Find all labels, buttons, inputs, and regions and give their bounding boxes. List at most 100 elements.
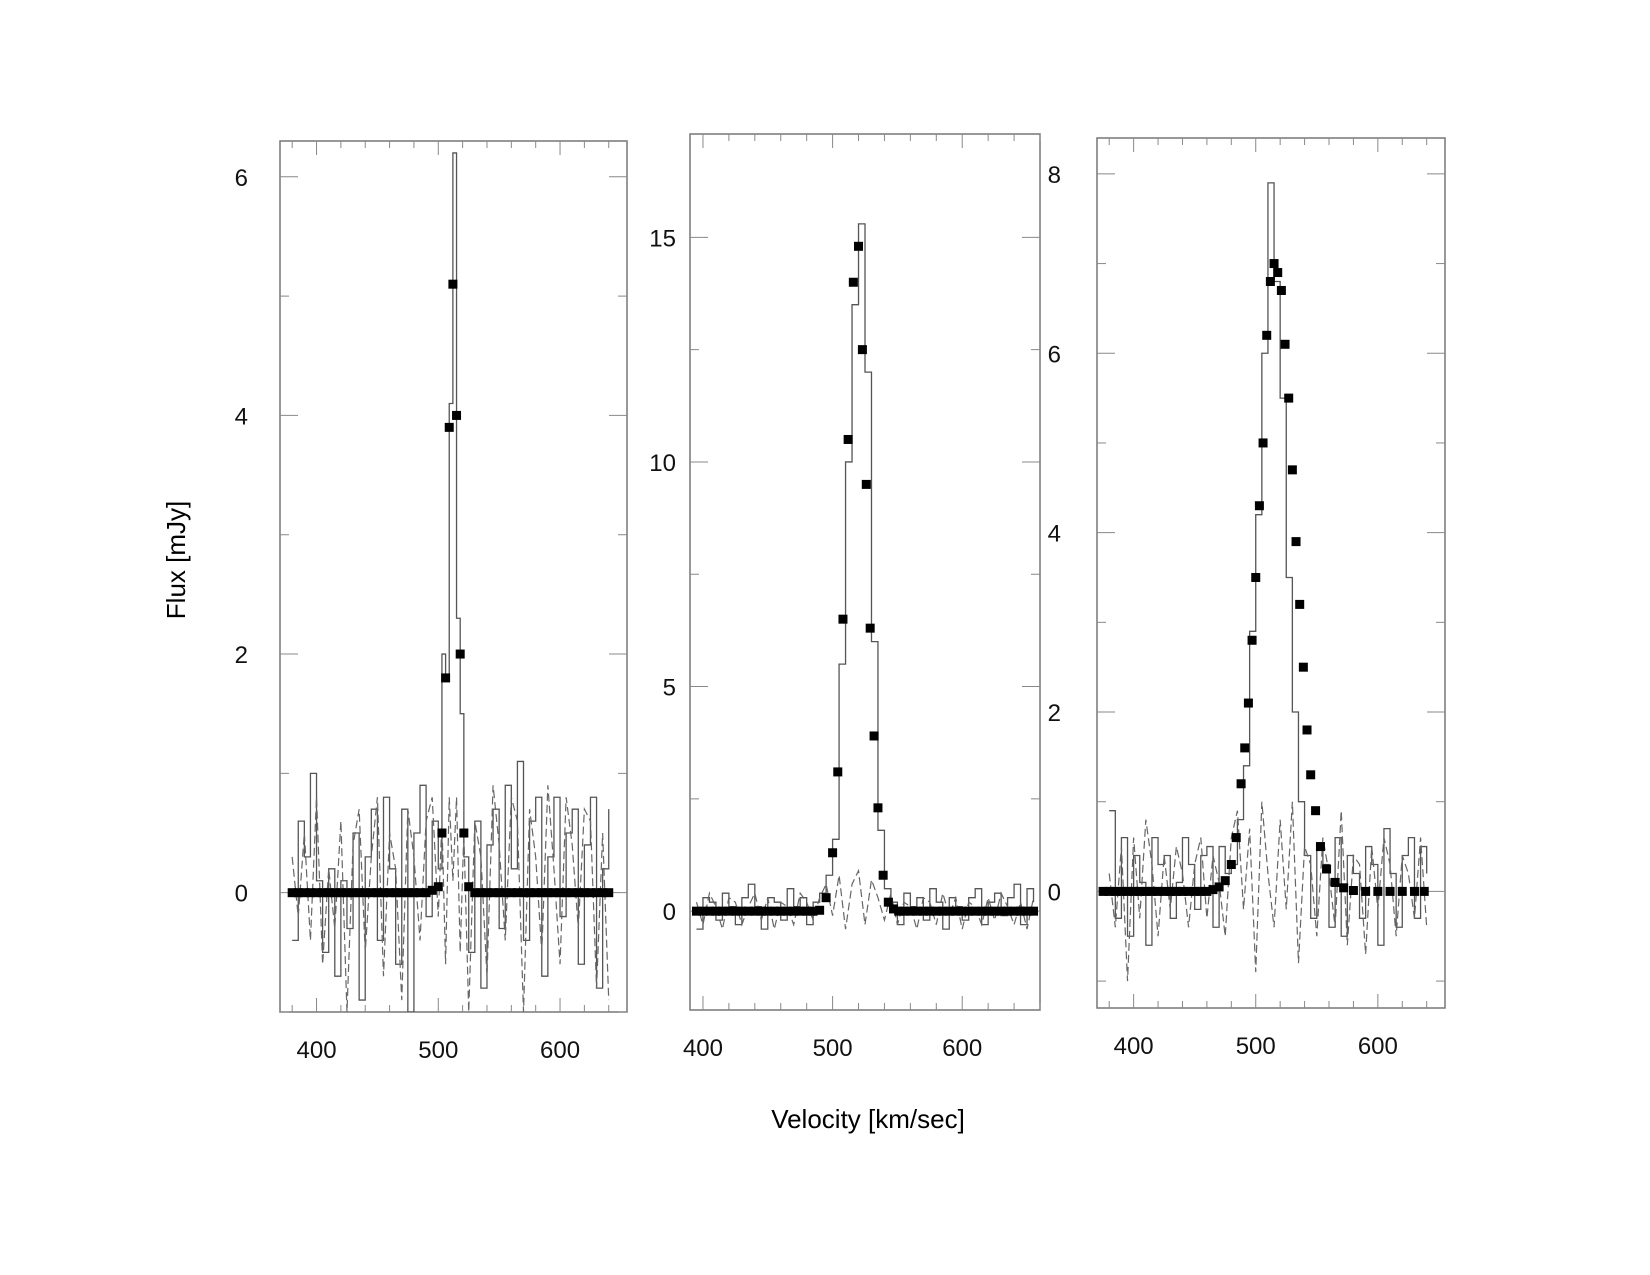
fit-point — [795, 906, 805, 916]
x-tick-label: 500 — [813, 1035, 853, 1062]
residual-line — [1108, 801, 1428, 982]
y-tick-label: 6 — [1048, 341, 1061, 368]
fit-point — [1373, 886, 1383, 896]
fit-point — [1251, 572, 1261, 582]
plot-frame — [689, 133, 1041, 1011]
x-tick-label: 600 — [540, 1037, 580, 1064]
fit-point — [549, 888, 559, 898]
y-axis-title: Flux [mJy] — [161, 501, 191, 619]
y-tick-label: 6 — [235, 165, 248, 192]
fit-point — [1397, 886, 1407, 896]
fit-point — [1177, 886, 1187, 896]
fit-point — [427, 885, 437, 895]
fit-point — [324, 888, 334, 898]
fit-point — [1265, 277, 1275, 287]
plot-frame — [1096, 137, 1446, 1009]
fit-point — [336, 888, 346, 898]
fit-point — [476, 888, 486, 898]
fit-point — [555, 888, 565, 898]
fit-point — [1322, 864, 1332, 874]
x-tick-label: 600 — [1358, 1033, 1398, 1060]
y-tick-label: 0 — [1048, 879, 1061, 906]
fit-point — [964, 906, 974, 916]
fit-point — [1258, 438, 1268, 448]
fit-point — [869, 731, 879, 741]
fit-point — [494, 888, 504, 898]
fit-point — [1302, 725, 1312, 735]
fit-point — [838, 614, 848, 624]
fit-point — [865, 623, 875, 633]
fit-point — [854, 241, 864, 251]
fit-point — [1110, 886, 1120, 896]
fit-point — [391, 888, 401, 898]
fit-point — [537, 888, 547, 898]
fit-point — [1003, 906, 1013, 916]
fit-point — [1123, 886, 1133, 896]
fit-point — [1214, 882, 1224, 892]
fit-point — [421, 888, 431, 898]
fit-point — [592, 888, 602, 898]
fit-point — [763, 906, 773, 916]
fit-point — [833, 767, 843, 777]
x-tick-label: 400 — [1114, 1033, 1154, 1060]
fit-point — [1276, 285, 1286, 295]
fit-point — [843, 434, 853, 444]
fit-point — [437, 828, 447, 838]
fit-point — [1029, 906, 1039, 916]
x-tick-label: 400 — [683, 1035, 723, 1062]
y-tick-label: 2 — [1048, 700, 1061, 727]
fit-point — [318, 888, 328, 898]
fit-point — [543, 888, 553, 898]
fit-point — [1254, 501, 1264, 511]
fit-point — [482, 888, 492, 898]
fit-point — [1269, 259, 1279, 269]
fit-point — [894, 906, 904, 916]
fit-point — [1190, 886, 1200, 896]
fit-point — [1153, 886, 1163, 896]
y-tick-label: 2 — [235, 642, 248, 669]
fit-point — [944, 906, 954, 916]
fit-point — [717, 906, 727, 916]
fit-point — [1385, 886, 1395, 896]
fit-point — [1409, 886, 1419, 896]
fit-point — [372, 888, 382, 898]
fit-point — [1315, 842, 1325, 852]
y-tick-label: 10 — [649, 450, 676, 477]
fit-point — [1231, 833, 1241, 843]
fit-point — [1135, 886, 1145, 896]
fit-point — [488, 888, 498, 898]
fit-point — [918, 906, 928, 916]
fit-point — [1262, 330, 1272, 340]
fit-point — [828, 848, 838, 858]
fit-point — [378, 888, 388, 898]
fit-point — [464, 882, 474, 892]
fit-point — [977, 906, 987, 916]
y-tick-label: 8 — [1048, 162, 1061, 189]
fit-point — [573, 888, 583, 898]
fit-point — [1330, 877, 1340, 887]
residual-line — [695, 868, 1035, 930]
fit-point — [899, 906, 909, 916]
fit-point — [1141, 886, 1151, 896]
fit-point — [1240, 743, 1250, 753]
fit-point — [348, 888, 358, 898]
x-axis-title: Velocity [km/sec] — [771, 1104, 965, 1134]
panel-left: 400 500 600 0 2 4 6 — [235, 140, 628, 1064]
x-tick-label: 500 — [1236, 1033, 1276, 1060]
fit-point — [756, 906, 766, 916]
fit-point — [470, 888, 480, 898]
fit-point — [1147, 886, 1157, 896]
fit-point — [861, 479, 871, 489]
fit-point — [698, 906, 708, 916]
fit-point — [1280, 339, 1290, 349]
fit-point — [342, 888, 352, 898]
fit-point — [598, 888, 608, 898]
fit-point — [1361, 886, 1371, 896]
fit-point — [1022, 906, 1032, 916]
fit-point — [730, 906, 740, 916]
fit-point — [724, 906, 734, 916]
fit-point — [983, 906, 993, 916]
fit-point — [1016, 906, 1026, 916]
fit-point — [330, 888, 340, 898]
fit-point — [857, 345, 867, 355]
